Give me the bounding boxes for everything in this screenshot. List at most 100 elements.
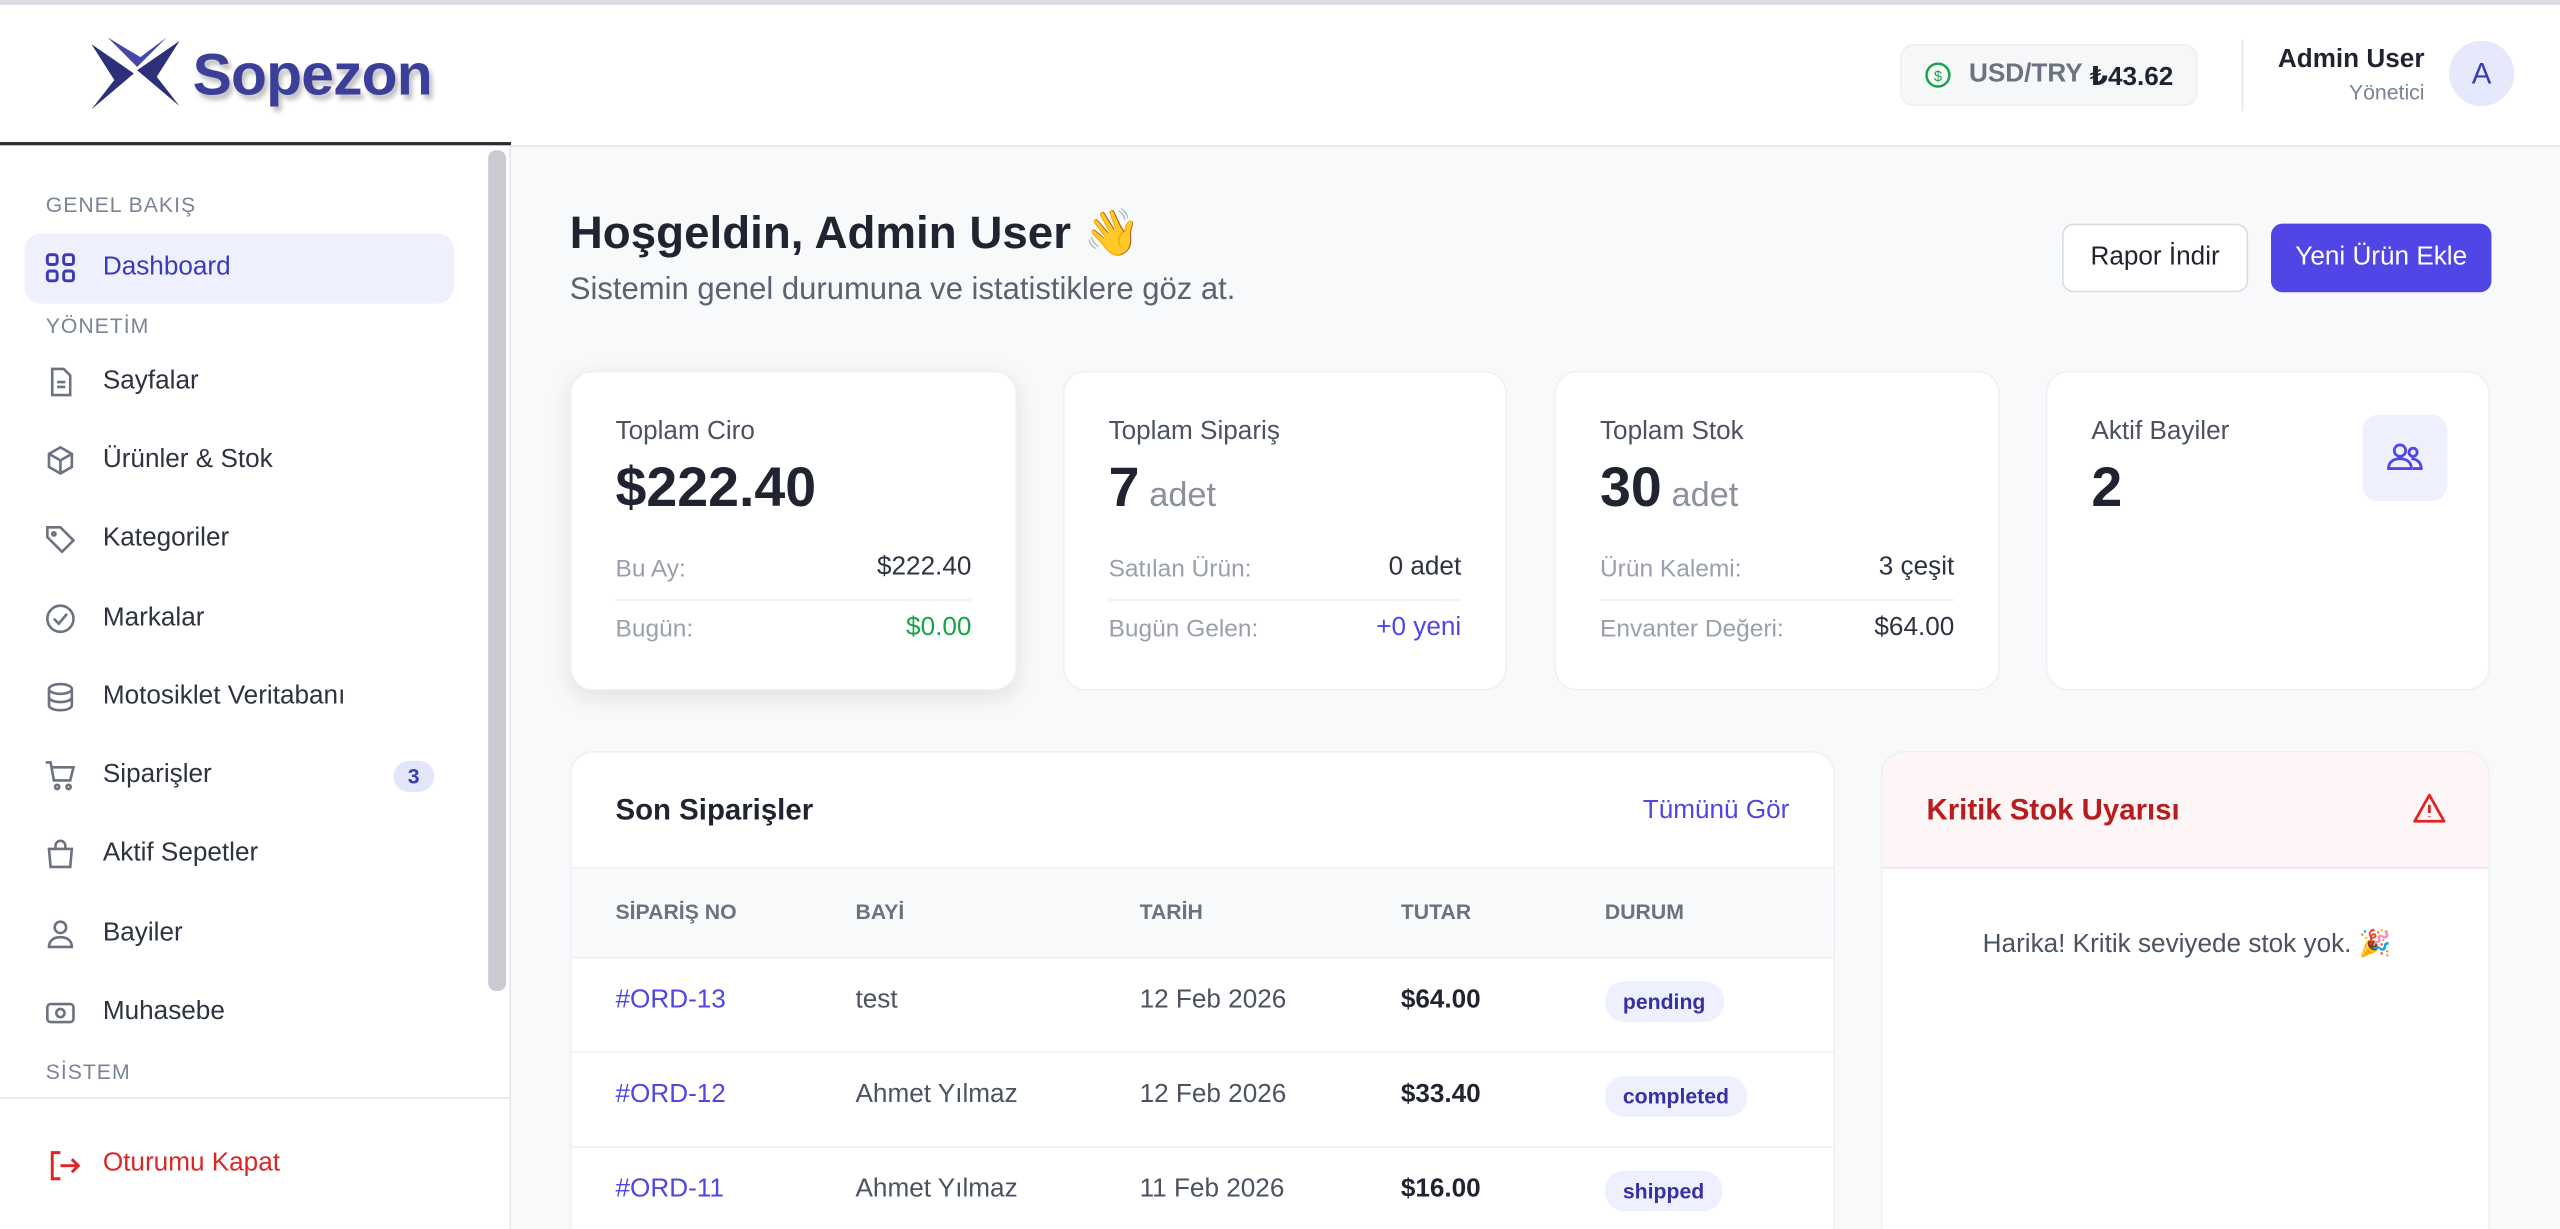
button[interactable]: Rapor İndir xyxy=(2062,223,2249,293)
stat-unit: adet xyxy=(1671,476,1739,515)
scrollbar[interactable] xyxy=(488,150,507,992)
currency-pill: $ USD/TRY ₺43.62 xyxy=(1900,44,2198,107)
panel-title: Kritik Stok Uyarısı xyxy=(1926,793,2180,827)
table-head xyxy=(571,866,1834,959)
status-pill: completed xyxy=(1604,1075,1747,1117)
row-label: Envanter Değeri: xyxy=(1599,615,1784,644)
logout-icon xyxy=(50,1151,81,1181)
nav-label: Aktif Sepetler xyxy=(102,839,259,867)
order-link[interactable]: #ORD-11 xyxy=(615,1175,724,1204)
stat-card: Aktif Bayiler 2 xyxy=(2045,370,2490,691)
svg-text:$: $ xyxy=(1934,69,1942,85)
section-title: SİSTEM xyxy=(45,1059,131,1085)
stat-row: Bu Ay: $222.40 xyxy=(615,540,972,601)
icon xyxy=(50,367,72,397)
nav-item[interactable]: Aktif Sepetler xyxy=(24,820,453,890)
stat-number: 7 xyxy=(1108,457,1140,520)
user-name: Admin User xyxy=(2277,45,2425,74)
sidebar xyxy=(0,4,512,1229)
icon xyxy=(46,1002,75,1024)
row-label: Bu Ay: xyxy=(615,555,686,583)
empty-message: Harika! Kritik seviyede stok yok. 🎉 xyxy=(1982,930,2392,959)
column-header: DURUM xyxy=(1604,899,1684,925)
order-link[interactable]: #ORD-13 xyxy=(615,986,726,1014)
stat-card: Toplam Stok 30 adet Ürün Kalemi: 3 çeşit … xyxy=(1554,370,2000,691)
nav-item[interactable]: Kategoriler xyxy=(24,504,453,574)
icon xyxy=(47,682,74,712)
page-subtitle: Sistemin genel durumuna ve istatistikler… xyxy=(569,272,1236,307)
nav-label: Ürünler & Stok xyxy=(102,445,273,474)
row-value: $64.00 xyxy=(1874,613,1955,642)
user-role: Yönetici xyxy=(2348,79,2425,105)
row-divider xyxy=(571,1051,1834,1054)
status-pill: pending xyxy=(1604,981,1724,1023)
currency-icon: $ xyxy=(1925,62,1951,88)
currency-value: ₺43.62 xyxy=(2089,63,2174,92)
row-label: Satılan Ürün: xyxy=(1108,555,1252,583)
nav-item[interactable]: Motosiklet Veritabanı xyxy=(24,663,453,733)
orders-panel: Son Siparişler Tümünü Gör SİPARİŞ NO BAYİ… xyxy=(569,751,1836,1229)
row-value: 0 adet xyxy=(1388,553,1462,582)
order-link[interactable]: #ORD-12 xyxy=(615,1080,726,1109)
nav-label: Siparişler xyxy=(102,760,212,789)
nav-label: Motosiklet Veritabanı xyxy=(102,682,346,711)
badge: 3 xyxy=(393,760,435,792)
cell: test xyxy=(855,986,898,1014)
window-edge xyxy=(0,0,2560,5)
button[interactable]: Yeni Ürün Ekle xyxy=(2271,223,2492,293)
stat-row: Bugün: $0.00 xyxy=(616,601,972,660)
stat-label: Toplam Stok xyxy=(1599,417,1744,446)
cell: Ahmet Yılmaz xyxy=(855,1080,1018,1109)
row-label: Ürün Kalemi: xyxy=(1599,555,1742,583)
nav-item[interactable]: Markalar xyxy=(24,584,453,654)
cell: Ahmet Yılmaz xyxy=(855,1175,1018,1204)
avatar[interactable]: A xyxy=(2448,40,2515,107)
nav-label: Bayiler xyxy=(102,919,183,947)
column-header: BAYİ xyxy=(855,899,905,925)
nav-item[interactable]: Bayiler xyxy=(24,900,453,970)
row-value: $0.00 xyxy=(906,613,972,642)
stat-value: 2 xyxy=(2091,457,2122,521)
stat-row: Satılan Ürün: 0 adet xyxy=(1108,540,1462,601)
column-header: TARİH xyxy=(1139,899,1203,925)
cell: 12 Feb 2026 xyxy=(1139,986,1287,1014)
logout[interactable]: Oturumu Kapat xyxy=(102,1149,280,1178)
nav-item[interactable]: Ürünler & Stok xyxy=(24,426,453,496)
nav-item[interactable]: Muhasebe xyxy=(24,978,453,1048)
column-header: SİPARİŞ NO xyxy=(615,899,737,925)
cell: 11 Feb 2026 xyxy=(1139,1175,1285,1204)
row-divider xyxy=(571,1146,1834,1148)
row-label: Bugün: xyxy=(615,615,694,644)
stat-row: Bugün Gelen: +0 yeni xyxy=(1109,601,1462,660)
nav-label: Sayfalar xyxy=(102,367,199,396)
nav-label: Dashboard xyxy=(102,253,231,281)
stat-row: Envanter Değeri: $64.00 xyxy=(1600,601,1954,660)
status-pill: shipped xyxy=(1604,1170,1723,1212)
icon xyxy=(45,253,75,283)
critical-panel: Kritik Stok Uyarısı Harika! Kritik seviy… xyxy=(1880,751,2490,1229)
row-label: Bugün Gelen: xyxy=(1108,615,1259,644)
nav-item[interactable]: Sayfalar xyxy=(24,348,453,418)
cell: $16.00 xyxy=(1400,1175,1481,1204)
cell: 12 Feb 2026 xyxy=(1139,1080,1287,1109)
stat-card: Toplam Sipariş 7 adet Satılan Ürün: 0 ade… xyxy=(1062,370,1507,691)
panel-title: Son Siparişler xyxy=(615,793,814,827)
warning-icon xyxy=(2413,793,2446,823)
logo[interactable]: Sopezon xyxy=(0,4,512,146)
nav-item[interactable]: Dashboard xyxy=(24,233,454,304)
stat-value: $222.40 xyxy=(616,457,817,521)
stat-unit: adet xyxy=(1149,476,1216,515)
cell: $33.40 xyxy=(1400,1080,1481,1109)
currency-label: USD/TRY xyxy=(1968,60,2083,89)
cell: $64.00 xyxy=(1400,986,1481,1014)
stat-number: 30 xyxy=(1599,457,1662,520)
stat-number: $222.40 xyxy=(615,457,817,520)
link[interactable]: Tümünü Gör xyxy=(1642,796,1790,825)
row-value: +0 yeni xyxy=(1376,613,1462,642)
page-title: Hoşgeldin, Admin User 👋 xyxy=(569,207,1141,258)
row-value: 3 çeşit xyxy=(1878,553,1955,582)
stat-label: Toplam Ciro xyxy=(615,417,755,446)
nav-item[interactable]: Siparişler 3 xyxy=(24,741,453,811)
divider xyxy=(2241,39,2244,112)
panel-header xyxy=(1882,752,2489,869)
